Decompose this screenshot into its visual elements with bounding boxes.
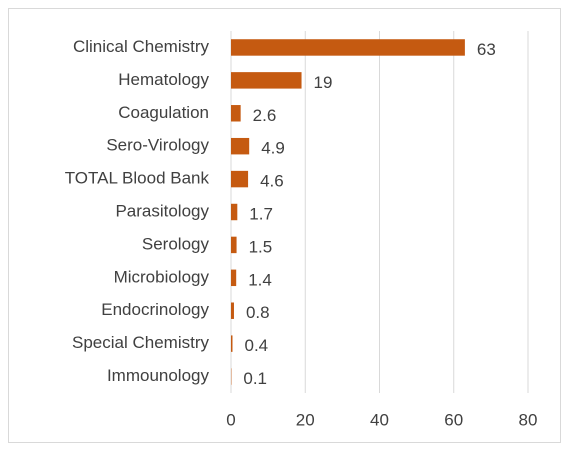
y-tick-label: Serology [142, 234, 210, 253]
bar [231, 203, 238, 221]
data-label: 1.7 [249, 204, 273, 223]
y-tick-label: Hematology [118, 70, 209, 89]
y-tick-label: Endocrinology [101, 300, 209, 319]
bar [231, 335, 233, 352]
data-label: 1.5 [249, 237, 273, 256]
data-label: 4.6 [260, 172, 284, 191]
y-tick-label: TOTAL Blood Bank [65, 169, 210, 188]
y-tick-label: Coagulation [118, 103, 209, 122]
x-tick-label: 0 [226, 410, 235, 429]
y-tick-label: Special Chemistry [72, 333, 209, 352]
data-label: 19 [314, 73, 333, 92]
bar [231, 236, 237, 254]
data-label: 63 [477, 40, 496, 59]
data-label: 0.1 [243, 369, 267, 388]
data-label: 0.8 [246, 303, 270, 322]
data-label: 0.4 [244, 336, 268, 355]
y-tick-label: Sero-Virology [106, 136, 209, 155]
y-tick-label: Microbiology [114, 267, 210, 286]
bar [231, 39, 465, 56]
x-tick-label: 60 [444, 410, 463, 429]
bar [231, 269, 237, 287]
x-tick-label: 80 [519, 410, 538, 429]
bar [231, 170, 249, 188]
y-tick-label: Parasitology [115, 201, 209, 220]
y-tick-label: Clinical Chemistry [73, 37, 210, 56]
x-tick-label: 20 [296, 410, 315, 429]
data-label: 1.4 [248, 270, 272, 289]
data-label: 2.6 [253, 106, 277, 125]
bar [231, 105, 241, 122]
bar [231, 72, 302, 89]
x-tick-label: 40 [370, 410, 389, 429]
bar [231, 302, 234, 319]
bar [231, 137, 250, 155]
y-tick-label: Immounology [107, 366, 210, 385]
data-label: 4.9 [261, 139, 285, 158]
